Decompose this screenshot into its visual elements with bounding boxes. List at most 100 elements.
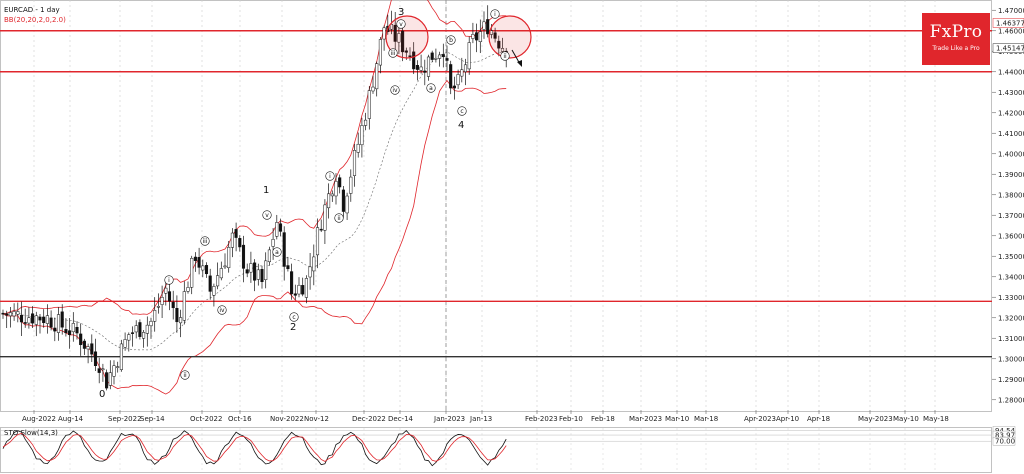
stoch-level-label: 70.00 [995, 438, 1015, 446]
candle-body [190, 258, 194, 288]
sub-wave-label: iv [219, 307, 225, 314]
price-label: 1.46377 [996, 19, 1024, 27]
stoch-level-box [992, 437, 1016, 446]
fxpro-logo: FxPro Trade Like a Pro [922, 13, 990, 65]
x-tick-label: May-10 [893, 415, 919, 423]
candle-body [282, 232, 286, 267]
stoch-d-line [2, 433, 507, 462]
candle-body [367, 90, 371, 119]
sub-wave-marker [490, 9, 500, 19]
x-tick-label: Apr-2023 [744, 415, 776, 423]
sub-wave-label: v [399, 21, 403, 28]
sub-wave-marker [180, 370, 190, 380]
candle-body [27, 317, 31, 324]
candle-body [156, 306, 160, 308]
candle-body [234, 229, 238, 238]
x-tick-label: Feb-18 [591, 415, 615, 423]
candle-body [216, 275, 220, 287]
candle-body [171, 301, 175, 309]
sub-wave-marker [457, 106, 467, 116]
x-tick-label: Feb-10 [559, 415, 583, 423]
candle-body [327, 193, 331, 209]
sub-wave-label: iii [390, 50, 395, 57]
candle-body [179, 317, 183, 324]
candle-body [241, 244, 246, 269]
x-tick-label: May-18 [923, 415, 949, 423]
price-label-box [992, 18, 1024, 28]
candle-body [127, 334, 131, 341]
candle-body [323, 204, 327, 231]
candle-body [208, 275, 212, 292]
sub-wave-marker [272, 247, 282, 257]
candle-body [471, 34, 475, 39]
stoch-frame [0, 427, 992, 473]
candle-body [445, 58, 449, 61]
sub-wave-marker [217, 305, 227, 315]
highlight-circles [385, 15, 532, 67]
sub-wave-label: a [429, 85, 433, 92]
candle-body [8, 312, 12, 317]
x-tick-label: Mar-10 [665, 415, 689, 423]
wave-label: 0 [99, 389, 105, 400]
x-tick-label: Mar-2023 [629, 415, 662, 423]
x-tick-label: Apr-10 [776, 415, 799, 423]
y-tick-label: 1.41000 [998, 130, 1024, 138]
x-tick-label: Nov-12 [304, 415, 329, 423]
sub-wave-label: b [449, 37, 453, 44]
sub-wave-label: c [292, 314, 295, 321]
candle-body [123, 339, 127, 348]
sub-wave-label: iv [392, 87, 398, 94]
candle-body [45, 315, 49, 324]
candle-body [345, 195, 349, 214]
wave-label: 4 [458, 120, 464, 131]
bb-middle [2, 51, 507, 351]
y-tick-label: 1.44000 [998, 68, 1024, 76]
candle-body [460, 69, 464, 77]
sub-wave-marker [334, 213, 344, 223]
y-tick-label: 1.35000 [998, 253, 1024, 261]
sub-wave-marker [396, 19, 406, 29]
candle-body [71, 323, 75, 333]
candle-body [212, 286, 216, 296]
wave-label: 2 [290, 322, 296, 333]
candle-body [82, 340, 86, 349]
candle-body [371, 86, 375, 92]
candle-body [93, 351, 98, 367]
candle-body [204, 265, 209, 275]
y-tick-label: 1.37000 [998, 212, 1024, 220]
candle-body [382, 27, 386, 40]
candle-body [356, 143, 360, 153]
candle-body [401, 30, 405, 53]
candle-body [5, 313, 9, 316]
y-tick-label: 1.47000 [998, 7, 1024, 15]
candle-body [275, 222, 279, 237]
candle-body [145, 324, 149, 334]
oscillator-label: STO Slow(14,3) [4, 429, 58, 437]
sub-wave-marker [426, 83, 436, 93]
candle-body [408, 55, 412, 57]
y-tick-label: 1.31000 [998, 335, 1024, 343]
x-tick-label: Oct-2022 [190, 415, 222, 423]
candle-body [271, 239, 275, 247]
candle-body [264, 260, 268, 280]
candle-body [352, 150, 357, 176]
candle-body [175, 308, 179, 323]
wave-label: 3 [398, 7, 404, 18]
sub-wave-marker [262, 210, 272, 220]
y-tick-label: 1.38000 [998, 191, 1024, 199]
y-tick-label: 1.30000 [998, 355, 1024, 363]
sub-wave-marker [164, 275, 174, 285]
candle-body [23, 322, 27, 324]
price-axis: 1.470001.460001.450001.440001.430001.420… [992, 7, 1024, 404]
candle-body [238, 238, 242, 248]
candle-body [197, 257, 201, 268]
sub-wave-label: i [168, 277, 170, 284]
candle-body [330, 193, 334, 197]
x-tick-label: Aug-14 [58, 415, 84, 423]
candle-body [38, 316, 42, 321]
candle-body [489, 30, 493, 35]
candle-body [441, 54, 445, 58]
